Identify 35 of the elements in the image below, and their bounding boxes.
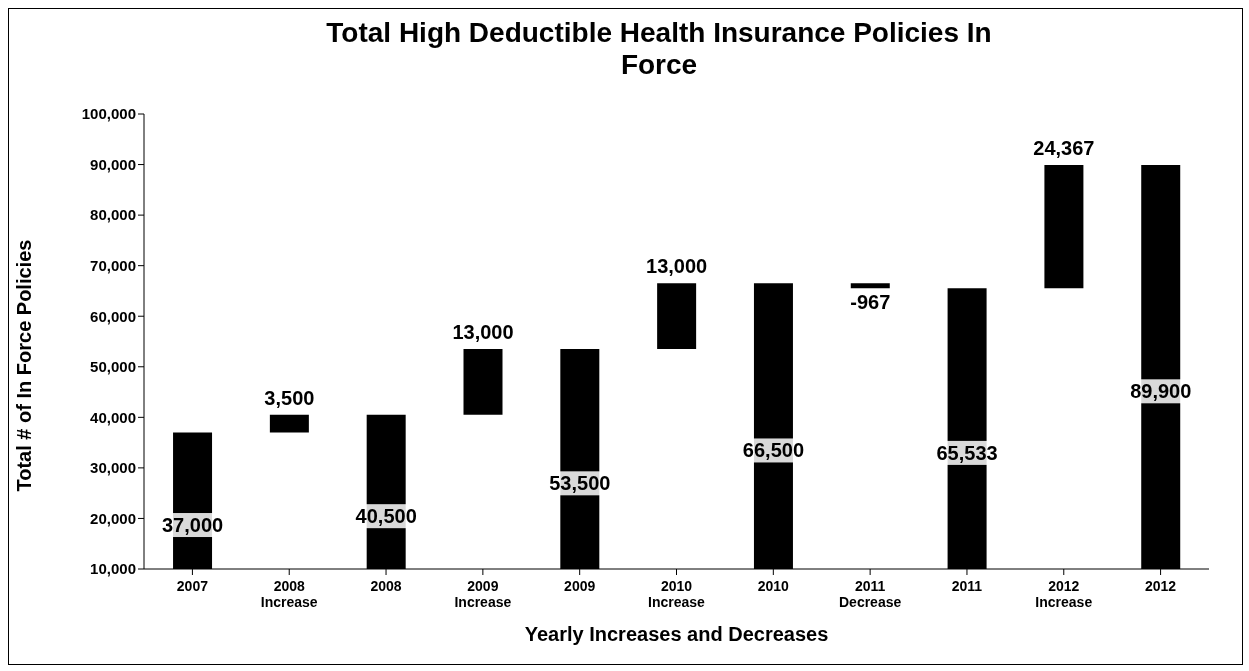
y-tick-label: 20,000 bbox=[90, 509, 136, 527]
x-tick-label: 2008 Increase bbox=[260, 578, 318, 610]
x-tick-label: 2008 bbox=[370, 578, 402, 594]
y-tick-label: 40,000 bbox=[90, 408, 136, 426]
y-tick-label: 30,000 bbox=[90, 459, 136, 477]
x-axis-title: Yearly Increases and Decreases bbox=[524, 623, 829, 645]
x-tick-label: 2012 Increase bbox=[1035, 578, 1093, 610]
y-tick-label: 100,000 bbox=[81, 105, 136, 123]
x-tick-label: 2011 bbox=[951, 578, 983, 594]
chart-title: Total High Deductible Health Insurance Policies In Force bbox=[325, 17, 993, 81]
y-tick-label: 10,000 bbox=[90, 560, 136, 578]
data-label: 13,000 bbox=[452, 321, 514, 344]
data-label: 24,367 bbox=[1033, 137, 1095, 160]
x-tick-label: 2009 Increase bbox=[454, 578, 512, 610]
x-tick-label: 2010 Increase bbox=[648, 578, 706, 610]
data-label: 53,500 bbox=[549, 472, 611, 495]
data-label: 37,000 bbox=[161, 514, 224, 537]
y-tick-label: 50,000 bbox=[90, 358, 136, 376]
x-tick-label: 2012 bbox=[1145, 578, 1177, 594]
data-label: 3,500 bbox=[264, 386, 315, 409]
data-label: 66,500 bbox=[742, 439, 805, 462]
x-tick-label: 2011 Decrease bbox=[839, 578, 902, 610]
data-label: 40,500 bbox=[355, 505, 417, 528]
x-tick-label: 2010 bbox=[757, 578, 790, 594]
y-tick-label: 80,000 bbox=[90, 206, 136, 224]
data-label: 65,533 bbox=[936, 441, 998, 464]
data-label: 13,000 bbox=[646, 255, 708, 278]
y-axis-title: Total # of In Force Policies bbox=[13, 239, 36, 492]
data-label: 89,900 bbox=[1130, 380, 1192, 403]
x-tick-label: 2007 bbox=[176, 578, 209, 594]
y-tick-label: 60,000 bbox=[90, 307, 136, 325]
data-label: -967 bbox=[850, 291, 891, 314]
x-tick-label: 2009 bbox=[564, 578, 596, 594]
y-tick-label: 70,000 bbox=[90, 256, 136, 274]
y-tick-label: 90,000 bbox=[90, 155, 136, 173]
